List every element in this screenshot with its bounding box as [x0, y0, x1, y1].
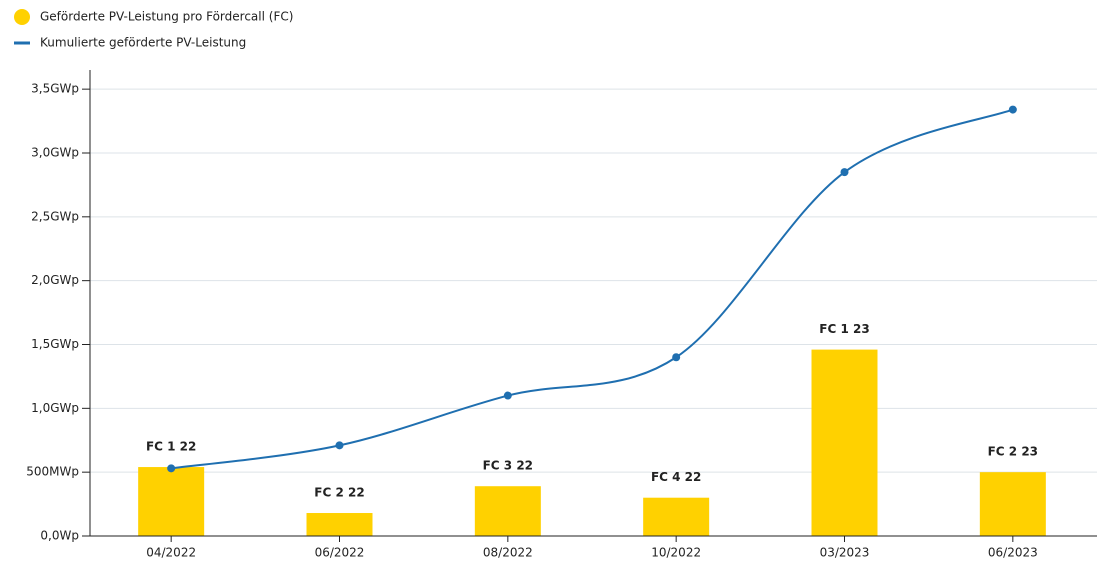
y-tick-label: 2,5GWp: [31, 209, 79, 223]
bar-label: FC 3 22: [483, 459, 533, 473]
line-point: [335, 441, 344, 450]
bar: [979, 472, 1046, 536]
x-tick-label: 10/2022: [651, 546, 701, 560]
bar: [811, 349, 878, 536]
bar: [306, 513, 373, 536]
bar-label: FC 4 22: [651, 470, 701, 484]
line-point: [672, 353, 681, 362]
y-tick-label: 3,0GWp: [31, 145, 79, 159]
x-tick-label: 06/2022: [315, 546, 365, 560]
x-tick-label: 04/2022: [146, 546, 196, 560]
y-tick-label: 0,0Wp: [40, 529, 79, 543]
line-point: [840, 168, 849, 177]
bar-label: FC 2 23: [988, 445, 1038, 459]
y-tick-label: 3,5GWp: [31, 82, 79, 96]
x-tick-label: 08/2022: [483, 546, 533, 560]
bar-label: FC 2 22: [314, 486, 364, 500]
bar-label: FC 1 22: [146, 440, 196, 454]
line-point: [503, 391, 512, 400]
legend-label: Kumulierte geförderte PV-Leistung: [40, 36, 246, 50]
bar: [643, 497, 710, 536]
line-point: [1008, 105, 1017, 114]
bar: [474, 486, 541, 536]
line-point: [167, 464, 176, 473]
y-tick-label: 1,0GWp: [31, 401, 79, 415]
x-tick-label: 03/2023: [820, 546, 870, 560]
bar: [138, 467, 205, 536]
y-tick-label: 500MWp: [26, 465, 79, 479]
y-tick-label: 2,0GWp: [31, 273, 79, 287]
y-tick-label: 1,5GWp: [31, 337, 79, 351]
bar-label: FC 1 23: [819, 322, 869, 336]
legend-label: Geförderte PV-Leistung pro Fördercall (F…: [40, 10, 293, 24]
legend-swatch: [14, 9, 30, 25]
x-tick-label: 06/2023: [988, 546, 1038, 560]
line: [171, 108, 1014, 470]
